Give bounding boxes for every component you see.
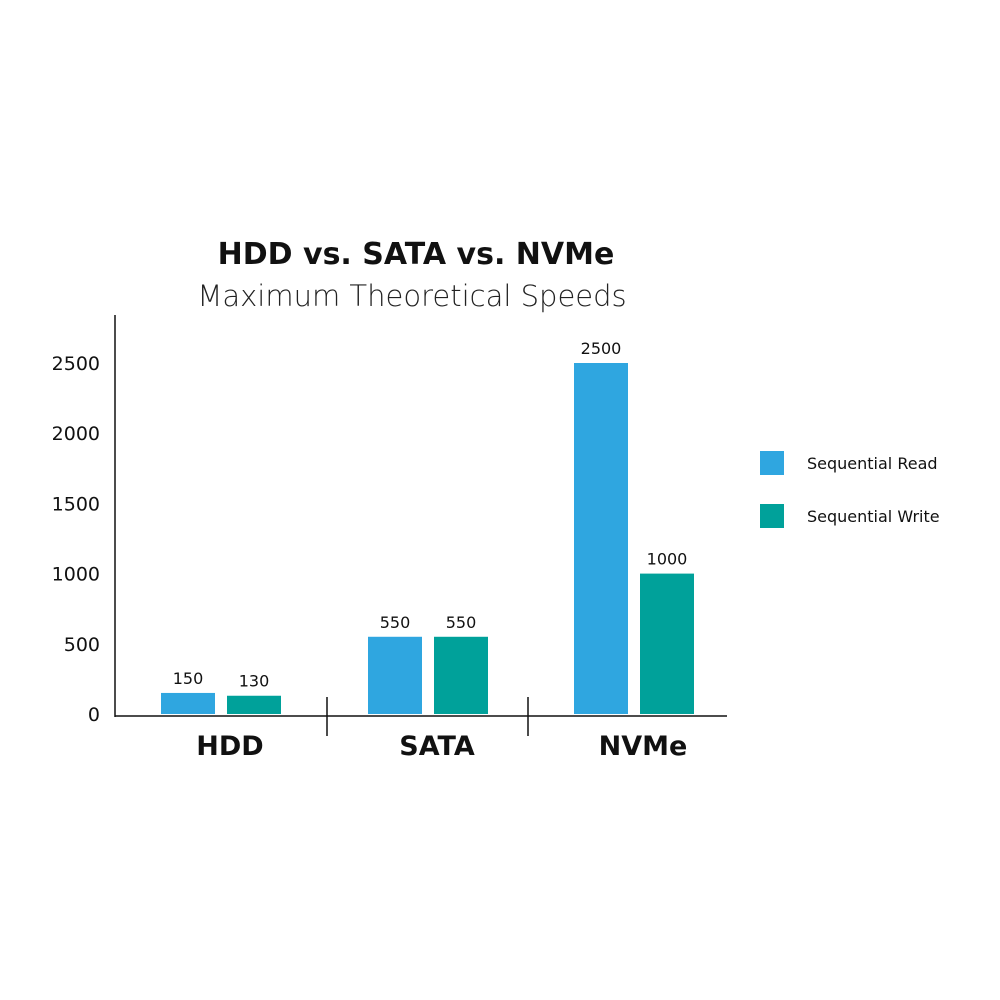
bars bbox=[161, 363, 694, 714]
bar-nvme-read bbox=[574, 363, 628, 714]
data-label: 550 bbox=[446, 613, 477, 632]
category-separators bbox=[326, 697, 529, 736]
y-tick-label: 500 bbox=[64, 634, 100, 656]
bar-hdd-read bbox=[161, 692, 215, 714]
category-labels: HDD SATA NVMe bbox=[196, 731, 687, 762]
data-label: 150 bbox=[173, 669, 204, 688]
y-tick-label: 0 bbox=[88, 704, 100, 726]
chart-title: HDD vs. SATA vs. NVMe bbox=[218, 237, 615, 272]
category-label: SATA bbox=[399, 731, 475, 762]
category-label: HDD bbox=[196, 731, 263, 762]
y-tick-label: 1500 bbox=[52, 493, 100, 515]
y-tick-label: 1000 bbox=[52, 564, 100, 586]
bar-nvme-write bbox=[640, 573, 694, 714]
chart-subtitle: Maximum Theoretical Speeds bbox=[197, 279, 626, 313]
legend-swatch bbox=[760, 451, 784, 475]
y-tick-label: 2500 bbox=[52, 353, 100, 375]
data-labels: 150 130 550 550 2500 1000 bbox=[173, 339, 688, 691]
legend-label: Sequential Read bbox=[807, 454, 938, 473]
y-tick-label: 2000 bbox=[52, 423, 100, 445]
y-ticks: 0 500 1000 1500 2000 2500 bbox=[52, 353, 100, 726]
data-label: 130 bbox=[239, 672, 270, 691]
data-label: 550 bbox=[380, 613, 411, 632]
bar-hdd-write bbox=[227, 695, 281, 714]
legend: Sequential Read Sequential Write bbox=[760, 451, 940, 528]
bar-sata-read bbox=[368, 636, 422, 714]
bar-sata-write bbox=[434, 636, 488, 714]
category-label: NVMe bbox=[599, 731, 688, 762]
legend-swatch bbox=[760, 504, 784, 528]
data-label: 1000 bbox=[647, 550, 688, 569]
data-label: 2500 bbox=[581, 339, 622, 358]
legend-label: Sequential Write bbox=[807, 507, 940, 526]
